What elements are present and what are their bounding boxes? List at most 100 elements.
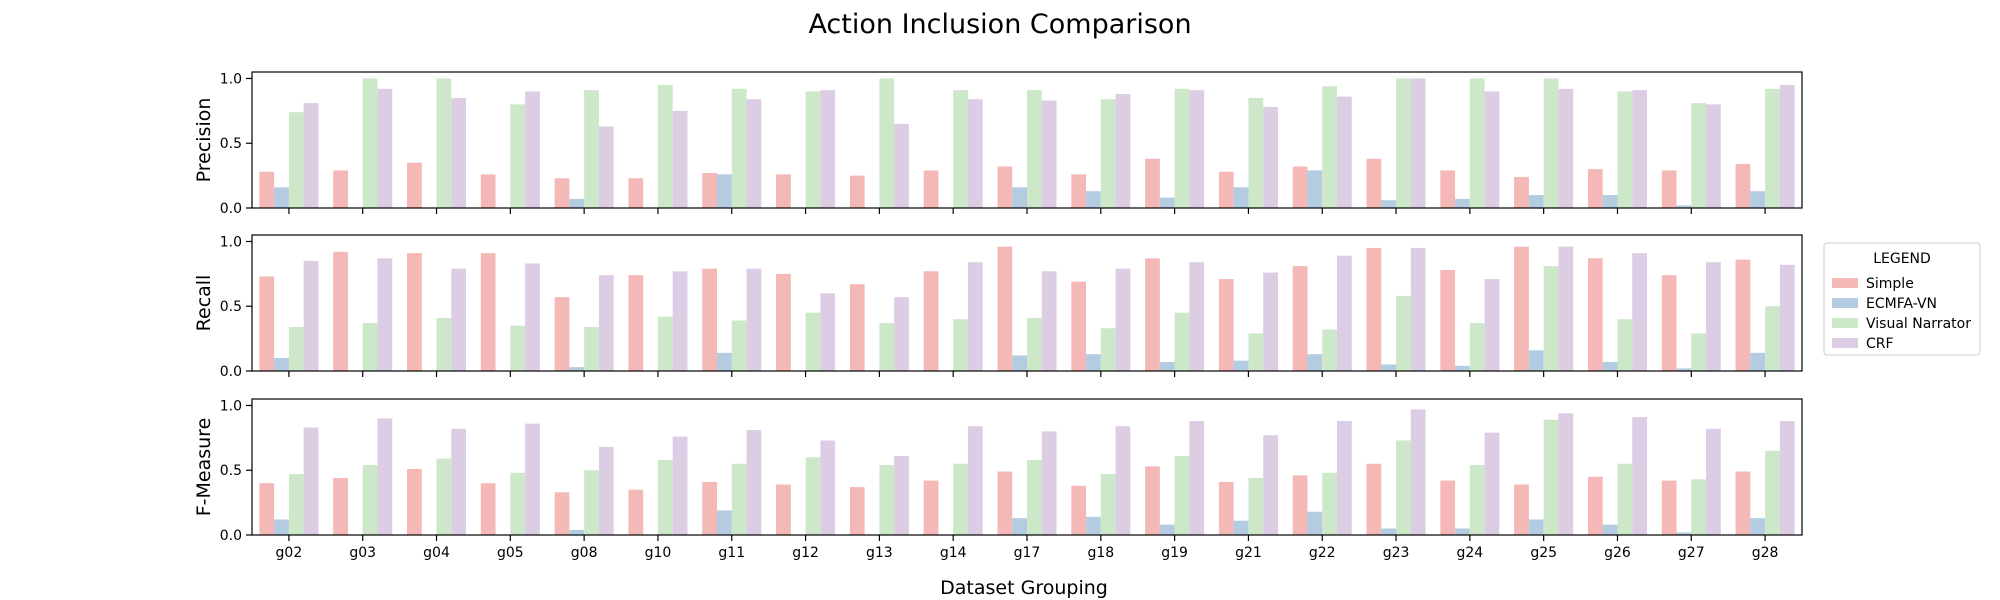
bar-precision-crf-g17 [1041, 100, 1057, 208]
bar-recall-crf-g11 [746, 268, 762, 371]
bar-precision-ecmfa-vn-g26 [1602, 195, 1618, 208]
bar-recall-ecmfa-vn-g17 [1012, 355, 1027, 371]
bar-recall-visual-narrator-g05 [510, 325, 526, 371]
bar-recall-simple-g25 [1514, 246, 1529, 371]
bar-recall-ecmfa-vn-g25 [1528, 350, 1544, 371]
bar-precision-crf-g26 [1632, 90, 1647, 208]
bar-recall-simple-g23 [1366, 247, 1382, 371]
bar-f-measure-simple-g14 [923, 480, 939, 535]
bar-precision-ecmfa-vn-g11 [717, 174, 732, 208]
x-tick-label: g17 [1014, 545, 1041, 561]
bar-recall-crf-g18 [1115, 268, 1131, 371]
bar-precision-ecmfa-vn-g24 [1455, 198, 1470, 208]
bar-recall-visual-narrator-g23 [1396, 295, 1411, 371]
bar-precision-simple-g03 [333, 170, 348, 208]
bar-f-measure-visual-narrator-g08 [584, 470, 599, 535]
bar-recall-simple-g19 [1145, 258, 1160, 371]
bar-precision-simple-g18 [1071, 174, 1087, 208]
bar-recall-ecmfa-vn-g21 [1233, 360, 1249, 371]
bar-recall-visual-narrator-g17 [1027, 317, 1042, 371]
bar-f-measure-simple-g25 [1514, 484, 1529, 535]
bar-f-measure-simple-g24 [1440, 480, 1456, 535]
bar-f-measure-crf-g19 [1189, 421, 1205, 535]
y-tick-label: 1.0 [220, 398, 242, 414]
bar-recall-simple-g21 [1218, 279, 1234, 371]
y-axis-label: Precision [193, 98, 215, 183]
bar-precision-simple-g04 [407, 162, 422, 208]
bar-precision-simple-g14 [923, 170, 939, 208]
y-tick-label: 0.5 [220, 463, 242, 479]
legend-label-visual-narrator: Visual Narrator [1866, 316, 1971, 332]
x-tick-label: g25 [1530, 545, 1557, 561]
bar-precision-crf-g13 [894, 123, 909, 208]
y-tick-label: 0.0 [220, 528, 242, 544]
bar-precision-visual-narrator-g25 [1543, 78, 1559, 208]
bar-f-measure-crf-g25 [1558, 413, 1574, 535]
bar-recall-visual-narrator-g02 [288, 326, 304, 371]
bar-precision-crf-g28 [1779, 84, 1795, 208]
bar-f-measure-visual-narrator-g27 [1691, 479, 1707, 535]
bar-f-measure-visual-narrator-g17 [1027, 459, 1042, 535]
bar-precision-crf-g02 [303, 103, 319, 208]
bar-recall-visual-narrator-g18 [1100, 328, 1116, 371]
panel-f-measure: 0.0 0.5 1.0 g02 g03 g04 g05 g08 g10 g11 g12 g13 g14 g… [193, 398, 1803, 561]
bar-precision-ecmfa-vn-g19 [1159, 197, 1175, 208]
bar-f-measure-visual-narrator-g18 [1100, 474, 1116, 535]
bar-recall-ecmfa-vn-g19 [1159, 361, 1175, 371]
bar-recall-crf-g02 [303, 260, 319, 371]
x-tick-label: g23 [1383, 545, 1410, 561]
bar-precision-visual-narrator-g11 [731, 88, 747, 208]
legend-label-crf: CRF [1866, 336, 1894, 352]
x-tick-label: g03 [349, 545, 376, 561]
legend-title: LEGEND [1873, 251, 1931, 267]
bar-f-measure-simple-g02 [259, 483, 275, 535]
bar-precision-crf-g03 [377, 88, 393, 208]
bar-precision-simple-g10 [628, 178, 644, 208]
bar-precision-visual-narrator-g28 [1765, 88, 1780, 208]
bar-f-measure-visual-narrator-g28 [1765, 450, 1780, 535]
y-tick-label: 0.0 [220, 201, 242, 217]
x-tick-label: g04 [423, 545, 450, 561]
bar-recall-crf-g04 [451, 268, 467, 371]
bar-recall-ecmfa-vn-g28 [1750, 352, 1766, 371]
bar-f-measure-simple-g26 [1587, 476, 1603, 535]
bar-precision-simple-g22 [1292, 166, 1308, 208]
bar-f-measure-simple-g10 [628, 489, 644, 535]
bar-precision-crf-g21 [1263, 106, 1278, 208]
bar-f-measure-ecmfa-vn-g23 [1381, 528, 1397, 535]
x-tick-label: g19 [1161, 545, 1188, 561]
legend-frame [1823, 242, 1981, 356]
bar-recall-visual-narrator-g04 [436, 317, 452, 371]
bar-f-measure-ecmfa-vn-g28 [1750, 518, 1766, 535]
bar-f-measure-crf-g03 [377, 418, 393, 535]
bar-f-measure-crf-g22 [1337, 421, 1352, 535]
bar-f-measure-crf-g12 [820, 440, 836, 535]
bar-precision-simple-g17 [997, 166, 1013, 208]
bar-precision-simple-g26 [1587, 169, 1603, 208]
bar-recall-simple-g13 [849, 284, 865, 371]
x-tick-label: g14 [940, 545, 967, 561]
x-tick-label: g08 [571, 545, 598, 561]
bar-recall-crf-g28 [1779, 264, 1795, 371]
panel-precision: 0.0 0.5 1.0 Precision [193, 71, 1803, 217]
bar-f-measure-visual-narrator-g25 [1543, 419, 1559, 535]
bar-recall-ecmfa-vn-g26 [1602, 361, 1618, 371]
bar-f-measure-ecmfa-vn-g24 [1455, 528, 1470, 535]
bar-f-measure-crf-g27 [1706, 428, 1721, 535]
bar-precision-visual-narrator-g24 [1469, 78, 1485, 208]
bar-recall-simple-g08 [554, 297, 570, 371]
bar-f-measure-visual-narrator-g26 [1617, 463, 1633, 535]
bar-f-measure-visual-narrator-g10 [657, 459, 673, 535]
bar-precision-visual-narrator-g04 [436, 78, 452, 208]
bar-recall-ecmfa-vn-g08 [569, 367, 585, 371]
y-tick-label: 0.0 [220, 364, 242, 380]
bar-f-measure-crf-g23 [1410, 409, 1426, 535]
bar-f-measure-visual-narrator-g02 [288, 474, 304, 535]
bar-recall-crf-g19 [1189, 262, 1205, 371]
bar-precision-crf-g19 [1189, 90, 1205, 208]
x-tick-label: g27 [1678, 545, 1705, 561]
bar-recall-simple-g18 [1071, 281, 1087, 371]
bar-precision-visual-narrator-g02 [288, 112, 304, 208]
bar-precision-crf-g22 [1337, 96, 1352, 208]
bar-precision-ecmfa-vn-g08 [569, 198, 585, 208]
